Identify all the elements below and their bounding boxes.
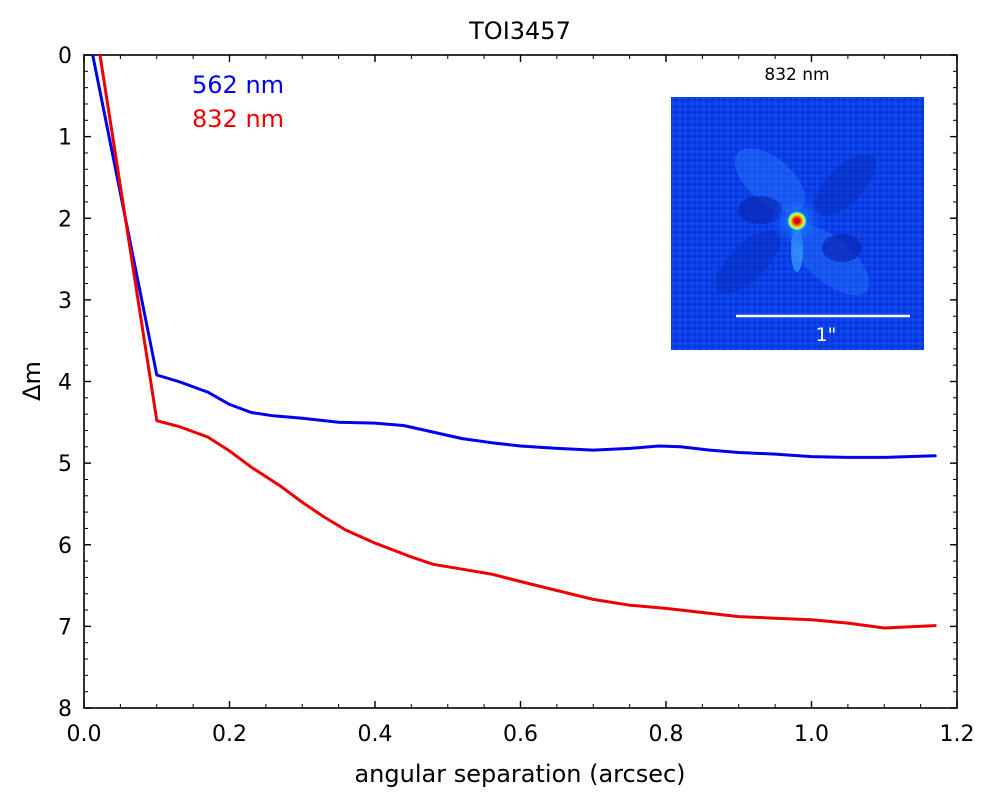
chart-title: TOI3457 [468,17,571,45]
series-line-562nm [91,55,937,459]
x-tick-label: 0.2 [212,722,247,747]
inset-speckle-pattern [715,148,877,296]
x-axis: 0.0 0.2 0.4 0.6 0.8 1.0 1.2 [67,55,975,747]
x-tick-label: 0.6 [503,722,538,747]
y-tick-label: 3 [58,289,72,314]
x-axis-label: angular separation (arcsec) [354,760,685,788]
legend: 562 nm 832 nm [192,71,284,133]
y-axis-label: Δm [18,361,46,401]
series-layer [91,55,937,630]
y-tick-label: 8 [58,697,72,722]
inset-title: 832 nm [764,65,829,85]
y-tick-label: 2 [58,207,72,232]
y-axis: 0 1 2 3 4 5 6 7 8 [58,44,957,722]
legend-entry-832nm: 832 nm [192,105,284,133]
legend-entry-562nm: 562 nm [192,71,284,99]
y-tick-label: 1 [58,126,72,151]
series-line-832nm [98,55,937,630]
inset-scale-label: 1" [816,324,837,346]
y-tick-label: 6 [58,534,72,559]
x-tick-label: 1.2 [940,722,975,747]
y-tick-label: 4 [58,371,72,396]
x-tick-label: 1.0 [794,722,829,747]
y-tick-label: 7 [58,615,72,640]
y-tick-label: 5 [58,452,72,477]
x-tick-label: 0.0 [67,722,102,747]
y-tick-label: 0 [58,44,72,69]
x-tick-label: 0.8 [649,722,684,747]
x-tick-label: 0.4 [358,722,393,747]
speckle-inset: 832 nm 1" [671,65,924,350]
